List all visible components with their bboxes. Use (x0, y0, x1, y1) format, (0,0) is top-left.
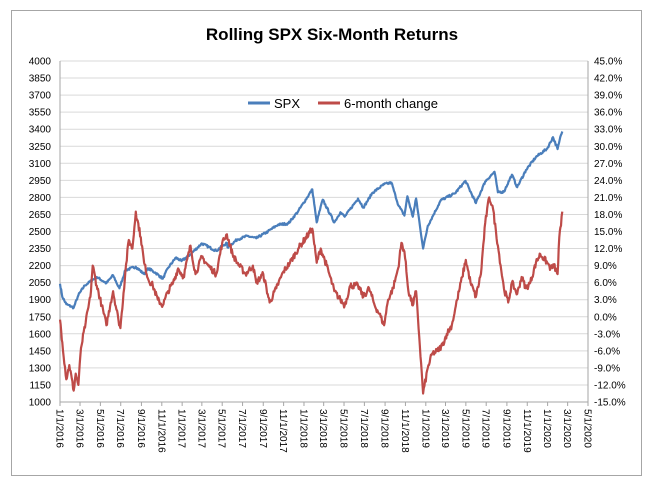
right-tick-label: 21.0% (594, 193, 622, 204)
right-tick-label: 3.0% (594, 295, 617, 306)
x-tick-label: 1/1/2018 (297, 409, 308, 448)
x-tick-label: 3/1/2016 (74, 409, 85, 448)
series-layer (58, 131, 564, 395)
left-tick-label: 1300 (29, 363, 52, 374)
x-tick-label: 9/1/2016 (135, 409, 146, 448)
x-tick-label: 5/1/2020 (582, 409, 593, 448)
x-tick-label: 3/1/2018 (317, 409, 328, 448)
right-axis-ticks: -15.0% -12.0% -9.0% -6.0% -3.0% 0.0% 3.0% 6.0% 9… (594, 57, 626, 409)
right-tick-label: 39.0% (594, 91, 622, 102)
right-tick-label: 18.0% (594, 210, 622, 221)
right-tick-label: 15.0% (594, 227, 622, 238)
left-tick-label: 2650 (29, 210, 52, 221)
x-tick-label: 7/1/2016 (114, 409, 125, 448)
right-tick-label: 0.0% (594, 312, 617, 323)
legend: SPX 6-month change (248, 96, 438, 111)
left-tick-label: 1150 (29, 380, 51, 391)
x-tick-label: 5/1/2019 (459, 409, 470, 448)
x-tick-label: 11/1/2016 (155, 409, 166, 453)
left-tick-label: 1000 (29, 398, 52, 409)
right-tick-label: -3.0% (594, 329, 620, 340)
x-tick-label: 1/1/2019 (419, 409, 430, 448)
x-tick-label: 9/1/2019 (500, 409, 511, 448)
x-tick-label: 5/1/2016 (94, 409, 105, 448)
x-tick-label: 3/1/2017 (195, 409, 206, 448)
left-tick-label: 1450 (29, 346, 52, 357)
x-tick-label: 11/1/2017 (277, 409, 288, 453)
x-tick-label: 7/1/2018 (358, 409, 369, 448)
left-tick-label: 3700 (29, 91, 52, 102)
series-line-spx (58, 131, 564, 310)
left-tick-label: 2050 (29, 278, 52, 289)
legend-label-6-month-change: 6-month change (344, 96, 438, 111)
x-tick-label: 3/1/2020 (561, 409, 572, 448)
left-tick-label: 3250 (29, 142, 52, 153)
right-tick-label: 30.0% (594, 142, 622, 153)
right-tick-label: 36.0% (594, 108, 622, 119)
right-tick-label: 24.0% (594, 176, 622, 187)
left-tick-label: 1600 (29, 329, 52, 340)
left-tick-label: 2950 (29, 176, 52, 187)
right-tick-label: 27.0% (594, 159, 622, 170)
left-tick-label: 3100 (29, 159, 52, 170)
left-tick-label: 1750 (29, 312, 52, 323)
left-tick-label: 2350 (29, 244, 52, 255)
x-tick-label: 7/1/2019 (480, 409, 491, 448)
series-line-6-month-change (58, 196, 564, 395)
right-tick-label: -12.0% (594, 380, 626, 391)
right-tick-label: 12.0% (594, 244, 622, 255)
x-tick-label: 1/1/2016 (54, 409, 65, 448)
right-tick-label: 45.0% (594, 57, 622, 68)
chart-title: Rolling SPX Six-Month Returns (206, 25, 458, 44)
chart-frame (11, 10, 642, 476)
left-tick-label: 4000 (29, 57, 52, 68)
left-tick-label: 2800 (29, 193, 52, 204)
legend-label-spx: SPX (274, 96, 300, 111)
left-tick-label: 3850 (29, 74, 52, 85)
x-axis-ticks: 1/1/2016 3/1/2016 5/1/2016 7/1/2016 9/1/2016… (54, 402, 593, 453)
right-tick-label: -9.0% (594, 363, 620, 374)
x-tick-label: 3/1/2019 (439, 409, 450, 448)
left-tick-label: 1900 (29, 295, 52, 306)
x-tick-label: 11/1/2018 (399, 409, 410, 453)
x-tick-label: 5/1/2017 (216, 409, 227, 448)
left-tick-label: 3550 (29, 108, 52, 119)
right-tick-label: 9.0% (594, 261, 617, 272)
right-tick-label: -15.0% (594, 398, 626, 409)
left-axis-ticks: 1000 1150 1300 1450 1600 1750 1900 2050 2200 2350… (29, 57, 52, 409)
x-tick-label: 1/1/2020 (541, 409, 552, 448)
left-tick-label: 3400 (29, 125, 52, 136)
x-tick-label: 5/1/2018 (338, 409, 349, 448)
right-tick-label: 33.0% (594, 125, 622, 136)
x-tick-label: 1/1/2017 (176, 409, 187, 448)
x-tick-label: 7/1/2017 (236, 409, 247, 448)
left-tick-label: 2500 (29, 227, 52, 238)
x-tick-label: 11/1/2019 (521, 409, 532, 453)
right-tick-label: 42.0% (594, 74, 622, 85)
right-tick-label: -6.0% (594, 346, 620, 357)
x-tick-label: 9/1/2017 (257, 409, 268, 448)
right-tick-label: 6.0% (594, 278, 617, 289)
left-tick-label: 2200 (29, 261, 52, 272)
x-tick-label: 9/1/2018 (379, 409, 390, 448)
